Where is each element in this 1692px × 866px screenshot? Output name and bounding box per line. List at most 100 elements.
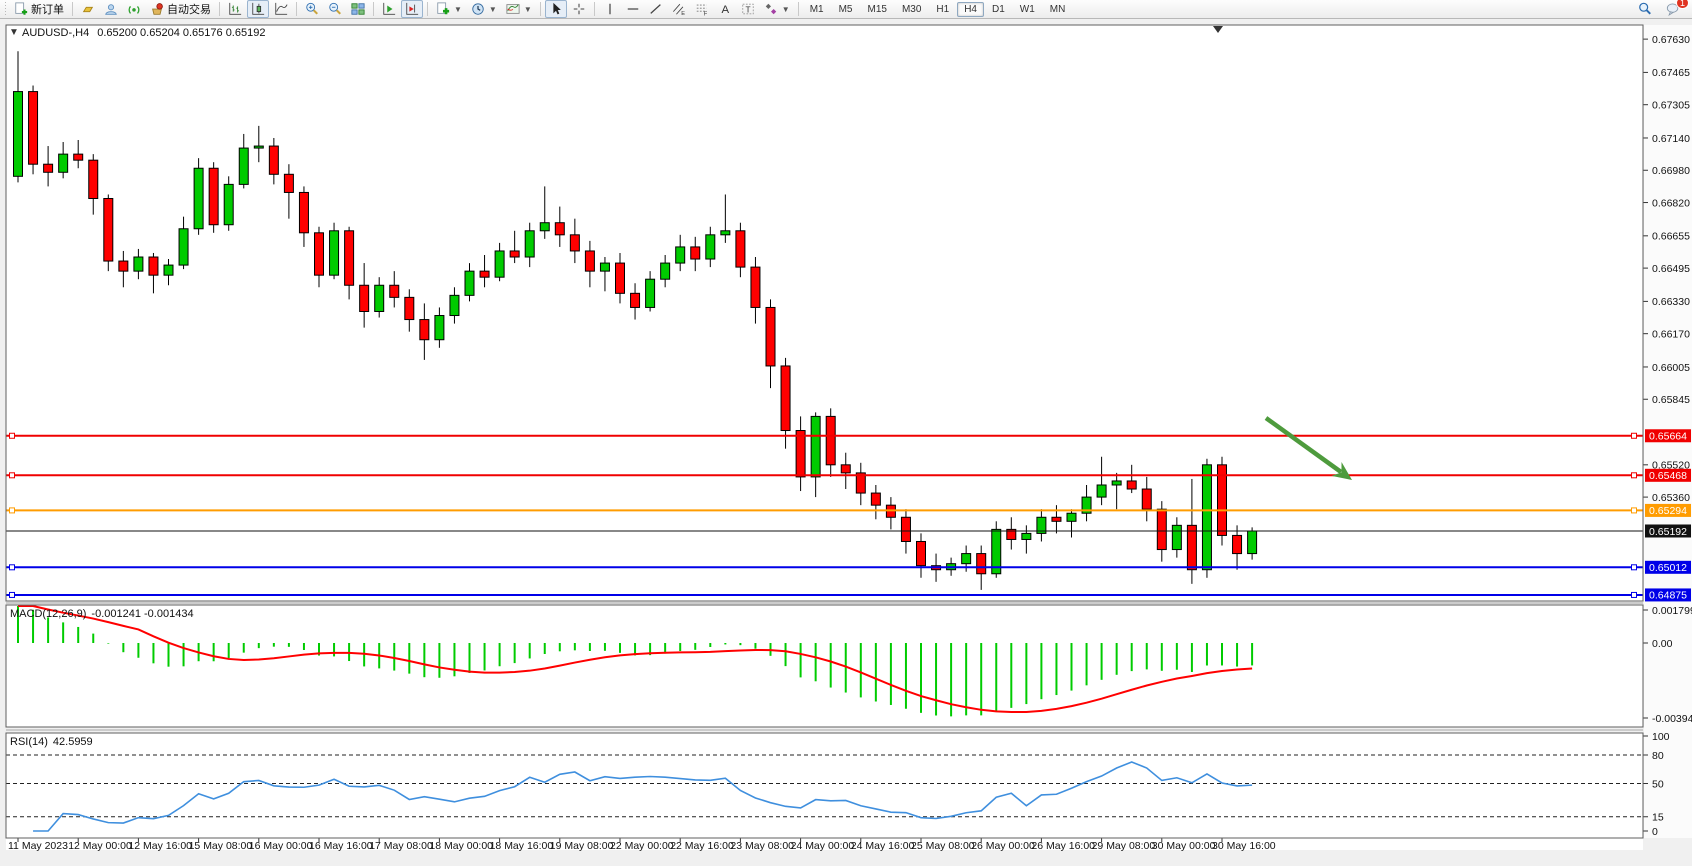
macd-axis-tick: 0.00 <box>1652 638 1673 650</box>
trendline-button[interactable] <box>645 0 667 18</box>
notification-badge: 1 <box>1675 0 1689 9</box>
new-chart-button[interactable]: ▼ <box>432 0 466 18</box>
chart-shift-marker[interactable] <box>1213 26 1223 33</box>
symbol-dropdown-icon[interactable]: ▼ <box>9 27 19 38</box>
community-button[interactable] <box>100 0 122 18</box>
line-chart-button[interactable] <box>270 0 292 18</box>
candle <box>1096 456 1107 506</box>
fibonacci-button[interactable]: F <box>691 0 713 18</box>
candle <box>1201 458 1212 578</box>
tile-windows-button[interactable] <box>347 0 369 18</box>
new-order-button-label: 新订单 <box>31 4 64 16</box>
timeframe-m15-button[interactable]: M15 <box>867 3 887 15</box>
new-order-button[interactable]: 新订单 <box>10 0 68 18</box>
dropdown-caret-icon: ▼ <box>488 4 497 14</box>
search-button[interactable] <box>1634 0 1656 18</box>
zoom-in-button[interactable] <box>301 0 323 18</box>
candle <box>1021 525 1032 554</box>
candle <box>599 257 610 292</box>
label-button[interactable]: T <box>737 0 759 18</box>
vline-icon <box>609 3 611 15</box>
toolbar-separator <box>219 2 220 16</box>
periods-button[interactable]: ▼ <box>467 0 501 18</box>
price-axis-tick: 0.66655 <box>1652 231 1690 243</box>
timeframe-h4-button[interactable]: H4 <box>957 1 984 17</box>
candle <box>750 257 761 324</box>
price-axis-tick: 0.66170 <box>1652 328 1690 340</box>
price-tag-label: 0.65468 <box>1649 470 1687 482</box>
bar-chart-icon <box>229 2 242 15</box>
price-tag <box>1645 468 1691 482</box>
timeframe-mn-button[interactable]: MN <box>1049 3 1066 15</box>
price-axis-tick: 0.67630 <box>1652 34 1690 46</box>
arrows-button[interactable]: ▼ <box>760 0 794 18</box>
candle <box>825 408 836 477</box>
timeframe-m1-button[interactable]: M1 <box>809 3 824 15</box>
candle <box>58 142 69 179</box>
arrow-annotation[interactable] <box>1264 416 1357 487</box>
templates-icon <box>506 4 520 14</box>
price-axis-tick: 0.66330 <box>1652 296 1690 308</box>
svg-text:A: A <box>721 4 729 16</box>
macd-label: MACD(12,26,9) -0.001241 -0.001434 <box>10 608 194 620</box>
timeframe-d1-button[interactable]: D1 <box>992 3 1005 15</box>
candle <box>283 164 294 219</box>
dropdown-caret-icon: ▼ <box>523 4 532 14</box>
notifications-button[interactable]: 1 <box>1662 0 1689 18</box>
chat-icon <box>1666 3 1679 16</box>
chart-header: AUDUSD-,H4 0.65200 0.65204 0.65176 0.6519… <box>22 27 265 39</box>
candle <box>359 263 370 328</box>
time-axis-label: 23 May 08:00 <box>730 840 794 852</box>
line-handle[interactable] <box>1631 472 1637 479</box>
new-order-icon <box>15 2 28 15</box>
hline-button[interactable] <box>622 0 644 18</box>
gold-button[interactable] <box>77 0 99 18</box>
channel-button[interactable]: E <box>668 0 690 18</box>
candle <box>584 240 595 288</box>
timeframe-w1-button[interactable]: W1 <box>1019 3 1035 15</box>
templates-button[interactable]: ▼ <box>502 0 536 18</box>
autotrade-button-label: 自动交易 <box>167 4 211 16</box>
bar-chart-button[interactable] <box>224 0 246 18</box>
line-handle[interactable] <box>9 472 15 479</box>
candle <box>434 307 445 348</box>
candle <box>765 299 776 389</box>
cursor-button[interactable] <box>544 0 567 18</box>
line-handle[interactable] <box>9 432 15 439</box>
text-button[interactable]: A <box>714 0 736 18</box>
candle <box>630 283 641 320</box>
price-tag-label: 0.65294 <box>1649 505 1687 517</box>
price-tag <box>1645 560 1691 574</box>
timeframe-m5-button[interactable]: M5 <box>838 3 853 15</box>
arrows-icon <box>765 3 777 15</box>
chart-window: 0.65664 0.65468 0.65294 0.65192 0.65012 0.648… <box>0 19 1692 861</box>
candle <box>870 484 881 520</box>
line-handle[interactable] <box>9 564 15 571</box>
signals-button[interactable] <box>123 0 145 18</box>
macd-pane-bg <box>6 605 1643 727</box>
tile-windows-icon <box>351 3 365 15</box>
auto-scroll-button[interactable] <box>378 0 400 18</box>
line-handle[interactable] <box>9 507 15 514</box>
toolbar-grip <box>4 2 7 16</box>
autotrade-button[interactable]: 自动交易 <box>146 0 215 18</box>
new-chart-icon <box>437 2 450 15</box>
line-handle[interactable] <box>1631 432 1637 439</box>
chart-shift-button[interactable] <box>401 0 423 18</box>
line-handle[interactable] <box>1631 564 1637 571</box>
candlestick-button[interactable] <box>247 0 269 18</box>
crosshair-button[interactable] <box>568 0 590 18</box>
autotrade-icon <box>152 3 163 15</box>
candle <box>1081 484 1092 522</box>
candle <box>1126 464 1137 494</box>
line-handle[interactable] <box>1631 507 1637 514</box>
price-pane-bg <box>6 25 1643 601</box>
timeframe-m30-button[interactable]: M30 <box>901 3 922 15</box>
zoom-out-button[interactable] <box>324 0 346 18</box>
timeframe-h1-button[interactable]: H1 <box>936 3 950 15</box>
vline-button[interactable] <box>599 0 621 18</box>
time-axis-label: 11 May 2023 <box>8 840 68 852</box>
line-handle[interactable] <box>1631 591 1637 598</box>
candle <box>238 133 249 189</box>
line-handle[interactable] <box>9 591 15 598</box>
